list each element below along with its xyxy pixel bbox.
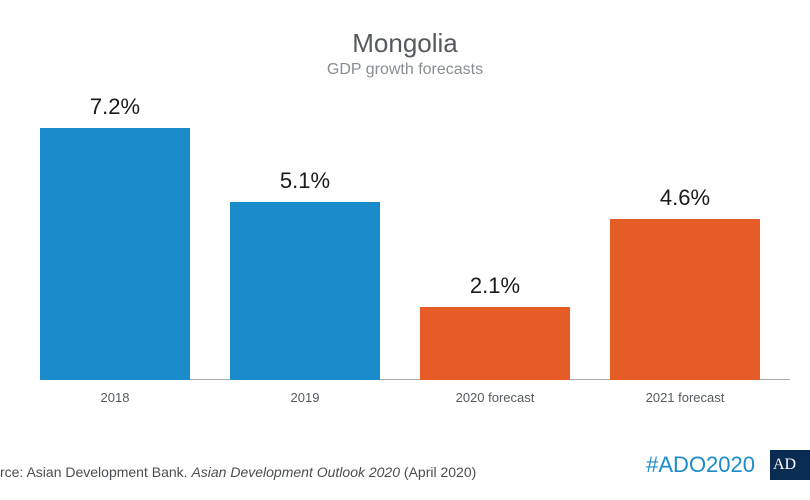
bar-category-label: 2019: [230, 390, 380, 405]
title-block: Mongolia GDP growth forecasts: [0, 28, 810, 79]
adb-logo: AD: [770, 450, 810, 480]
bar-value-label: 7.2%: [90, 94, 140, 120]
chart-subtitle: GDP growth forecasts: [0, 61, 810, 79]
bar-category-label: 2021 forecast: [610, 390, 760, 405]
bar-value-label: 4.6%: [660, 185, 710, 211]
chart-area: 7.2%20185.1%20192.1%2020 forecast4.6%202…: [40, 100, 790, 410]
bar: [40, 128, 190, 380]
bar-group: 7.2%2018: [40, 94, 190, 380]
bar: [420, 307, 570, 381]
bar-category-label: 2020 forecast: [420, 390, 570, 405]
bar-group: 2.1%2020 forecast: [420, 273, 570, 381]
bar-value-label: 2.1%: [470, 273, 520, 299]
hashtag: #ADO2020: [646, 452, 755, 478]
chart-container: Mongolia GDP growth forecasts 7.2%20185.…: [0, 0, 810, 500]
bar-group: 4.6%2021 forecast: [610, 185, 760, 380]
source-text: rce: Asian Development Bank. Asian Devel…: [0, 464, 476, 480]
source-prefix: rce: Asian Development Bank.: [0, 464, 191, 480]
footer: rce: Asian Development Bank. Asian Devel…: [0, 450, 810, 480]
bar-group: 5.1%2019: [230, 168, 380, 381]
logo-text: AD: [773, 456, 796, 474]
bar-value-label: 5.1%: [280, 168, 330, 194]
bar-category-label: 2018: [40, 390, 190, 405]
bar: [610, 219, 760, 380]
source-suffix: (April 2020): [400, 464, 476, 480]
bar: [230, 202, 380, 381]
source-italic: Asian Development Outlook 2020: [191, 464, 400, 480]
chart-title: Mongolia: [0, 28, 810, 59]
